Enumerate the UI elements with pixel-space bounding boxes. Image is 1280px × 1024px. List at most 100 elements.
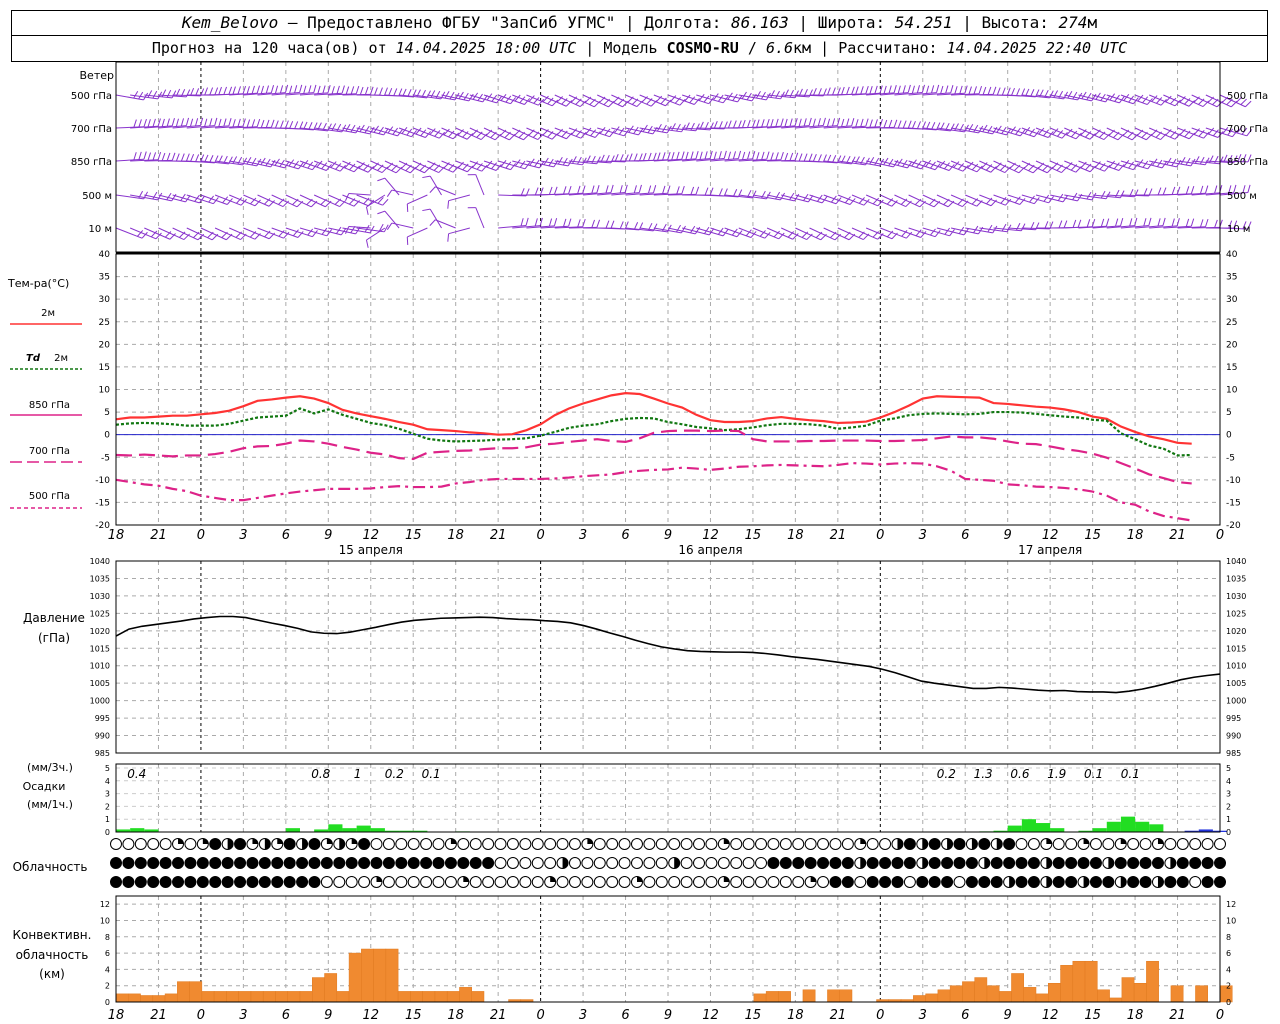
wind-barb-flag: [1081, 91, 1087, 100]
wind-barb-flag: [1228, 220, 1233, 229]
precip-total-label: 0.1: [422, 767, 441, 781]
wind-barb: [950, 160, 983, 173]
wind-barb-flag: [1240, 98, 1247, 106]
cloud-quarter-fill: [723, 876, 730, 882]
temp-tick-label: -15: [1226, 498, 1241, 508]
cloud-full: [122, 876, 135, 888]
x-tick-label: 6: [282, 528, 290, 543]
wind-barb-flag: [444, 90, 450, 99]
wind-barb: [497, 94, 531, 105]
x-tick-label-bottom: 12: [362, 1008, 379, 1023]
wind-barb-flag: [752, 151, 756, 160]
cloud-empty: [817, 876, 830, 888]
wind-barb-flag: [936, 84, 940, 93]
wind-barb-flag: [568, 218, 572, 227]
wind-barb-flag: [897, 120, 902, 129]
conv-bar: [410, 991, 423, 1003]
cloud-empty: [147, 838, 160, 850]
wind-barb-flag: [147, 152, 152, 161]
wind-barb-flag: [703, 226, 710, 234]
wind-barb-staff: [391, 222, 414, 229]
cloud-empty: [779, 838, 792, 850]
wind-barb-flag: [1202, 100, 1210, 107]
pressure-label: Давление: [23, 611, 85, 625]
forecast-label: Прогноз на 120 часа(ов) от: [151, 39, 396, 57]
cloud-empty: [866, 838, 879, 850]
wind-frame: [115, 61, 1221, 253]
wind-barb: [724, 227, 757, 238]
series-l700: [115, 462, 1192, 522]
wind-barb: [653, 94, 686, 106]
cloud-quarter-fill: [587, 838, 593, 844]
conv-bar: [348, 952, 362, 1003]
wind-barb: [710, 189, 743, 198]
cloud-full: [209, 876, 222, 888]
wind-barb-flag: [619, 185, 623, 194]
wind-barb-flag: [623, 129, 630, 137]
wind-barb-flag: [525, 217, 529, 226]
wind-barb-flag: [1123, 160, 1130, 167]
wind-barb: [345, 225, 371, 234]
conv-bar: [201, 991, 215, 1003]
wind-barb-flag: [681, 185, 685, 194]
cloud-empty: [668, 876, 681, 888]
pres-tick-label: 1035: [90, 574, 110, 583]
precip-bar: [1106, 821, 1121, 832]
cloud-quarter-fill: [723, 838, 730, 844]
wind-barb-flag: [764, 231, 771, 239]
cloud-full: [1127, 857, 1140, 869]
wind-barb-flag: [990, 166, 997, 173]
wind-barb-flag: [690, 186, 695, 195]
wind-barb-flag: [185, 153, 190, 162]
wind-barb-flag: [1217, 131, 1224, 138]
cloud-full: [990, 857, 1003, 869]
conv-bar: [1097, 989, 1110, 1003]
wind-barb-flag: [223, 118, 227, 127]
wind-barb-flag: [528, 95, 535, 102]
cloud-empty: [593, 857, 606, 869]
wind-barb-flag: [166, 192, 172, 201]
wind-barb-flag: [660, 97, 667, 105]
wind-barb-flag: [789, 152, 794, 161]
cloud-empty: [320, 876, 333, 888]
wind-barb-flag: [614, 154, 619, 162]
wind-barb: [837, 194, 870, 206]
wind-barb-flag: [1058, 220, 1063, 229]
cloud-half-fill: [897, 838, 903, 850]
x-tick-label-bottom: 0: [876, 1008, 884, 1023]
wind-barb-flag: [195, 88, 200, 96]
wind-barb-flag: [1146, 98, 1153, 105]
wind-barb-flag: [200, 117, 204, 126]
temp-tick-label: 10: [1226, 386, 1238, 396]
pres-tick-label: 1015: [1226, 644, 1246, 653]
precip-bar: [130, 828, 145, 832]
wind-barb-flag: [775, 118, 779, 127]
wind-level-700hpa-right: 700 гПа: [1227, 124, 1268, 135]
wind-barb: [172, 117, 204, 129]
wind-barb-flag: [812, 154, 817, 162]
wind-barb-flag: [789, 118, 793, 127]
wind-barb-flag: [430, 90, 436, 98]
conv-bar: [299, 991, 313, 1003]
cloud-empty: [420, 876, 433, 888]
wind-barb-flag: [567, 158, 573, 167]
wind-barb-flag: [1016, 88, 1021, 96]
wind-barb: [1064, 127, 1096, 140]
wind-barb: [386, 222, 414, 230]
resolution: 6.6: [765, 39, 794, 57]
conv-bar: [778, 991, 791, 1003]
wind-barb-staff: [908, 227, 936, 238]
wind-barb-flag: [883, 157, 889, 166]
wind-barb-flag: [826, 87, 831, 96]
wind-barb-flag: [638, 184, 642, 193]
wind-barb-flag: [171, 118, 175, 126]
wind-barb-flag: [1242, 154, 1247, 162]
wind-barb-flag: [902, 120, 907, 129]
wind-barb-flag: [171, 90, 177, 99]
x-tick-label: 21: [830, 528, 847, 543]
wind-barb-flag: [232, 86, 236, 95]
legend-850-label: 850 гПа: [29, 400, 70, 411]
wind-barb: [422, 208, 442, 229]
conv-tick-label: 8: [1226, 933, 1231, 942]
cloud-full: [1139, 876, 1152, 888]
